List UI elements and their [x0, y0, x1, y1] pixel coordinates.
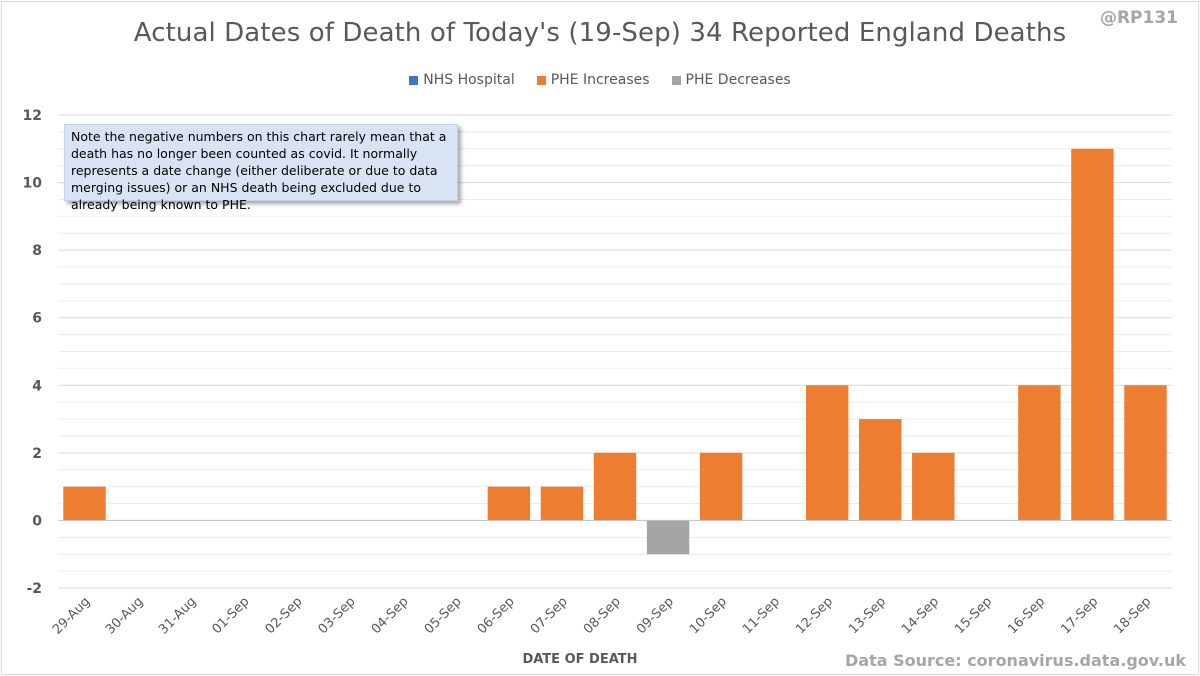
y-tick-label: 2	[32, 446, 42, 462]
x-tick-label: 09-Sep	[634, 594, 677, 637]
bar-phe-increases-29-Aug	[63, 486, 106, 521]
legend-label-phe-decreases: PHE Decreases	[685, 72, 791, 88]
x-tick-label: 01-Sep	[210, 594, 253, 637]
x-tick-label: 17-Sep	[1058, 594, 1101, 637]
x-tick-label: 08-Sep	[581, 594, 624, 637]
note-box: Note the negative numbers on this chart …	[64, 124, 458, 212]
x-tick-label: 03-Sep	[316, 594, 359, 637]
bar-phe-increases-18-Sep	[1124, 385, 1167, 521]
bar-phe-increases-13-Sep	[859, 419, 902, 521]
legend-swatch-phe-increases	[536, 75, 546, 85]
x-tick-label: 07-Sep	[528, 594, 571, 637]
x-axis-title: DATE OF DEATH	[522, 652, 637, 667]
bar-phe-increases-14-Sep	[912, 452, 955, 521]
bar-phe-increases-17-Sep	[1071, 148, 1114, 521]
legend: NHS Hospital PHE Increases PHE Decreases	[0, 72, 1200, 88]
bar-phe-increases-08-Sep	[593, 452, 637, 521]
x-tick-label: 10-Sep	[687, 594, 730, 637]
x-tick-label: 02-Sep	[263, 594, 306, 637]
legend-label-nhs: NHS Hospital	[423, 72, 515, 88]
x-tick-label: 15-Sep	[952, 594, 995, 637]
y-tick-label: 4	[32, 378, 42, 394]
y-tick-label: 8	[32, 243, 42, 259]
y-tick-label: 10	[23, 176, 43, 192]
legend-item-phe-decreases: PHE Decreases	[671, 72, 791, 88]
x-tick-label: 13-Sep	[846, 594, 889, 637]
x-tick-label: 06-Sep	[475, 594, 518, 637]
legend-item-phe-increases: PHE Increases	[536, 72, 650, 88]
x-tick-label: 31-Aug	[156, 594, 199, 637]
legend-swatch-phe-decreases	[671, 75, 681, 85]
x-tick-label: 16-Sep	[1005, 594, 1048, 637]
author-handle: @RP131	[1099, 8, 1178, 28]
x-tick-label: 05-Sep	[422, 594, 465, 637]
y-tick-label: 12	[23, 108, 42, 124]
x-tick-label: 30-Aug	[103, 594, 146, 637]
bar-phe-decreases-09-Sep	[646, 520, 690, 555]
x-tick-label: 29-Aug	[50, 594, 93, 637]
y-tick-label: 0	[32, 513, 42, 529]
x-tick-label: 14-Sep	[899, 594, 942, 637]
data-source: Data Source: coronavirus.data.gov.uk	[845, 651, 1186, 670]
x-tick-label: 18-Sep	[1111, 594, 1154, 637]
y-tick-label: -2	[26, 581, 42, 597]
x-tick-label: 11-Sep	[740, 594, 783, 637]
chart-title: Actual Dates of Death of Today's (19-Sep…	[133, 18, 1067, 48]
legend-item-nhs: NHS Hospital	[409, 72, 515, 88]
bar-phe-increases-12-Sep	[805, 385, 849, 521]
bar-phe-increases-06-Sep	[487, 486, 531, 521]
x-tick-label: 12-Sep	[793, 594, 836, 637]
legend-label-phe-increases: PHE Increases	[550, 72, 650, 88]
bar-phe-increases-16-Sep	[1018, 385, 1061, 521]
bar-phe-increases-10-Sep	[699, 452, 743, 521]
y-tick-label: 6	[32, 311, 42, 327]
bar-phe-increases-07-Sep	[540, 486, 584, 521]
x-tick-label: 04-Sep	[369, 594, 412, 637]
legend-swatch-nhs	[409, 75, 419, 85]
